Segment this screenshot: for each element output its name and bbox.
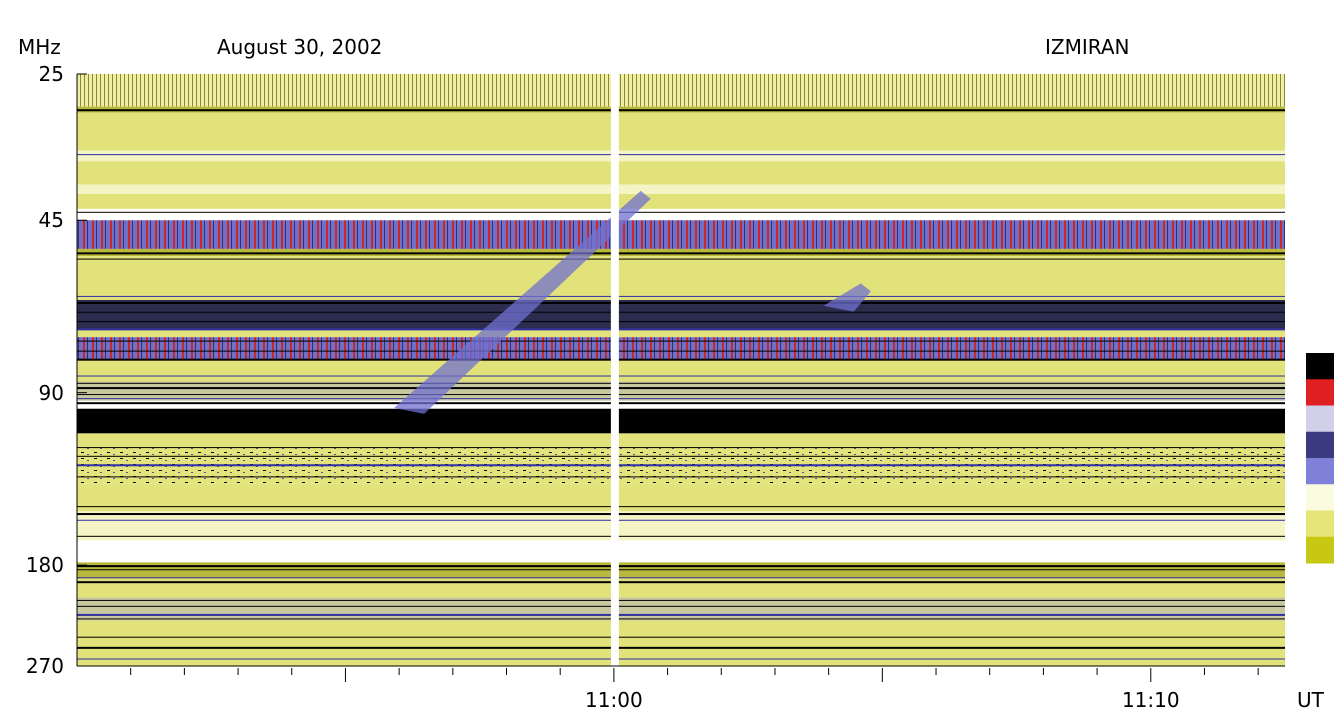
x-unit-label: UT: [1297, 688, 1324, 712]
spectrum-band: [77, 256, 1285, 300]
channel-line: [77, 398, 1285, 400]
channel-line: [77, 569, 1285, 571]
colorbar-segment: [1306, 536, 1334, 564]
y-tick-label: 180: [25, 553, 64, 578]
y-tick-label: 45: [38, 208, 64, 233]
spectrum-band: [77, 360, 1285, 382]
channel-line: [77, 382, 1285, 384]
spectrum-band: [77, 381, 1285, 401]
spectrum-band: [77, 184, 1285, 195]
spectrum-band: [77, 330, 1285, 338]
channel-line: [77, 350, 1285, 352]
spectrum-band: [77, 150, 1285, 162]
channel-line: [77, 402, 1285, 405]
y-tick-label: 270: [25, 654, 64, 678]
spectrum-band: [77, 433, 1285, 448]
channel-line: [77, 394, 1285, 396]
spectrum-band: [77, 562, 1285, 579]
channel-line: [77, 109, 1285, 112]
spectrum-band: [77, 208, 1285, 221]
channel-line: [77, 506, 1285, 508]
channel-line: [77, 636, 1285, 638]
unit-label: MHz: [18, 35, 61, 59]
channel-line: [77, 295, 1285, 297]
colorbar-segment: [1306, 405, 1334, 433]
colorbar-segment: [1306, 484, 1334, 511]
spectrum-band: [77, 511, 1285, 541]
channel-line: [77, 328, 1285, 331]
channel-line: [77, 211, 1285, 213]
burst-feature: [394, 190, 651, 414]
channel-line: [77, 464, 1285, 467]
spectrum-band: [77, 299, 1285, 331]
date-label: August 30, 2002: [217, 35, 383, 59]
burst-feature: [823, 283, 871, 312]
spectrum-band: [77, 161, 1285, 185]
channel-line: [77, 447, 1285, 449]
channel-line: [77, 565, 1285, 568]
spectrum-band: [77, 220, 1285, 249]
channel-line: [77, 311, 1285, 313]
channel-line: [77, 258, 1285, 260]
channel-line: [77, 646, 1285, 649]
channel-line: [77, 658, 1285, 660]
channel-line: [77, 577, 1285, 579]
observatory-label: IZMIRAN: [1045, 35, 1130, 59]
spectrum-band: [77, 620, 1285, 666]
colorbar-segment: [1306, 379, 1334, 406]
y-tick-label: 90: [38, 380, 64, 405]
spectrum-band: [77, 194, 1285, 209]
y-tick-label: 25: [38, 62, 64, 86]
channel-line: [77, 476, 1285, 478]
spectrum-band: [77, 408, 1285, 434]
colorbar-segment: [1306, 458, 1334, 485]
channel-line: [77, 358, 1285, 361]
spectrum-band: [77, 597, 1285, 621]
x-tick-label: 11:10: [1121, 688, 1180, 712]
channel-line: [77, 455, 1285, 457]
channel-line: [77, 375, 1285, 377]
spectrum-band: [77, 540, 1285, 563]
channel-line: [77, 321, 1285, 323]
colorbar-segment: [1306, 510, 1334, 538]
spectrum-band: [77, 112, 1285, 151]
channel-line: [77, 519, 1285, 521]
spectrum-band: [77, 484, 1285, 512]
channel-line: [77, 154, 1285, 156]
channel-line: [77, 581, 1285, 584]
spectrum-band: [77, 337, 1285, 361]
x-tick-label: 11:00: [585, 688, 643, 712]
channel-line: [77, 618, 1285, 620]
spectrum-band: [77, 578, 1285, 598]
channel-line: [77, 535, 1285, 537]
spectrum-band: [77, 400, 1285, 409]
colorbar-segment: [1306, 353, 1334, 380]
colorbar-segment: [1306, 431, 1334, 459]
channel-line: [77, 599, 1285, 601]
channel-line: [77, 613, 1285, 616]
data-gap: [610, 74, 619, 666]
channel-line: [77, 301, 1285, 304]
channel-line: [77, 605, 1285, 607]
spectrum-band: [77, 74, 1285, 107]
channel-line: [77, 387, 1285, 390]
channel-line: [77, 340, 1285, 342]
channel-line: [77, 252, 1285, 255]
channel-line: [77, 513, 1285, 516]
